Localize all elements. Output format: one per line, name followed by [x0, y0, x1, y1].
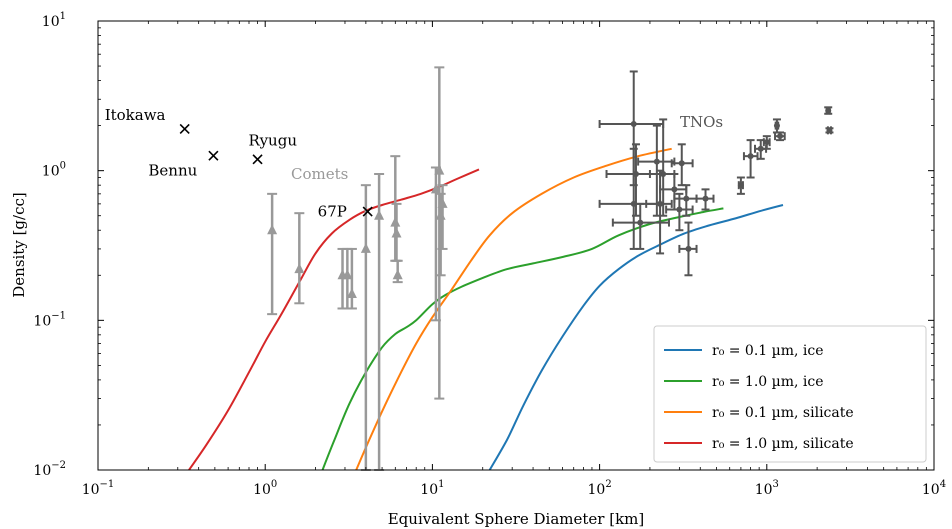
- x-tick-label: 101: [420, 479, 444, 498]
- legend: r₀ = 0.1 µm, ice r₀ = 1.0 µm, ice r₀ = 0.1…: [653, 325, 927, 463]
- tno-point: [777, 133, 784, 140]
- asteroid-marker: [252, 154, 263, 165]
- y-tick-label: 100: [42, 161, 66, 180]
- asteroid-label: 67P: [318, 203, 347, 221]
- tno-points: [598, 70, 834, 277]
- legend-label: r₀ = 1.0 µm, silicate: [712, 436, 854, 452]
- x-tick-label: 100: [253, 479, 277, 498]
- comet-point: [294, 263, 305, 274]
- asteroid-label: Bennu: [148, 162, 197, 180]
- plot-frame: [97, 20, 935, 471]
- tno-point: [660, 171, 667, 178]
- comet-point: [267, 224, 278, 235]
- asteroid-marker: [362, 206, 373, 217]
- tno-point: [747, 153, 754, 160]
- comet-point: [434, 164, 445, 175]
- y-tick-label: 10−2: [33, 460, 66, 479]
- axis-ticks: 10−1 100 101 102 103 104 10−2 10−1 100 101: [33, 11, 946, 498]
- tno-point: [685, 245, 692, 252]
- x-tick-label: 103: [755, 479, 779, 498]
- tno-point: [676, 206, 683, 213]
- series-line: [488, 204, 784, 470]
- legend-label: r₀ = 0.1 µm, silicate: [712, 405, 854, 421]
- tno-point: [683, 195, 690, 202]
- y-axis-label: Density [g/cc]: [10, 192, 28, 298]
- comet-point: [392, 269, 403, 280]
- tno-point: [637, 219, 644, 226]
- legend-label: r₀ = 0.1 µm, ice: [712, 343, 824, 359]
- x-tick-label: 104: [922, 479, 946, 498]
- legend-label: r₀ = 1.0 µm, ice: [712, 374, 824, 390]
- tno-point: [671, 186, 678, 193]
- tno-point: [773, 122, 780, 129]
- y-tick-label: 10−1: [33, 310, 66, 329]
- asteroid-label: Itokawa: [105, 106, 166, 124]
- comet-point: [437, 197, 448, 208]
- x-tick-label: 10−1: [82, 479, 115, 498]
- comets-label: Comets: [291, 165, 348, 183]
- tnos-label: TNOs: [680, 113, 723, 131]
- comet-point: [374, 209, 385, 220]
- legend-box: [653, 325, 927, 463]
- comet-point: [360, 242, 371, 253]
- tno-point: [702, 195, 709, 202]
- x-axis-label: Equivalent Sphere Diameter [km]: [388, 510, 645, 528]
- tno-point: [653, 158, 660, 165]
- tno-point: [630, 200, 637, 207]
- y-tick-label: 101: [42, 11, 66, 30]
- tno-point: [678, 160, 685, 167]
- asteroid-marker: [179, 123, 190, 135]
- comet-point: [346, 287, 357, 298]
- asteroid-marker: [208, 150, 219, 161]
- asteroid-points: Itokawa Bennu Ryugu 67P: [105, 106, 373, 221]
- tno-point: [737, 182, 744, 189]
- comet-point: [342, 269, 353, 280]
- tno-point: [763, 139, 770, 146]
- tno-point: [826, 127, 833, 134]
- series-line: [188, 168, 480, 470]
- tno-point: [657, 200, 664, 207]
- tno-point: [630, 121, 637, 128]
- tno-point: [757, 145, 764, 152]
- tno-point: [825, 107, 832, 114]
- comet-points: [267, 66, 448, 471]
- asteroid-label: Ryugu: [249, 131, 298, 149]
- comet-point: [391, 227, 402, 238]
- series-line: [355, 147, 672, 470]
- x-tick-label: 102: [587, 479, 611, 498]
